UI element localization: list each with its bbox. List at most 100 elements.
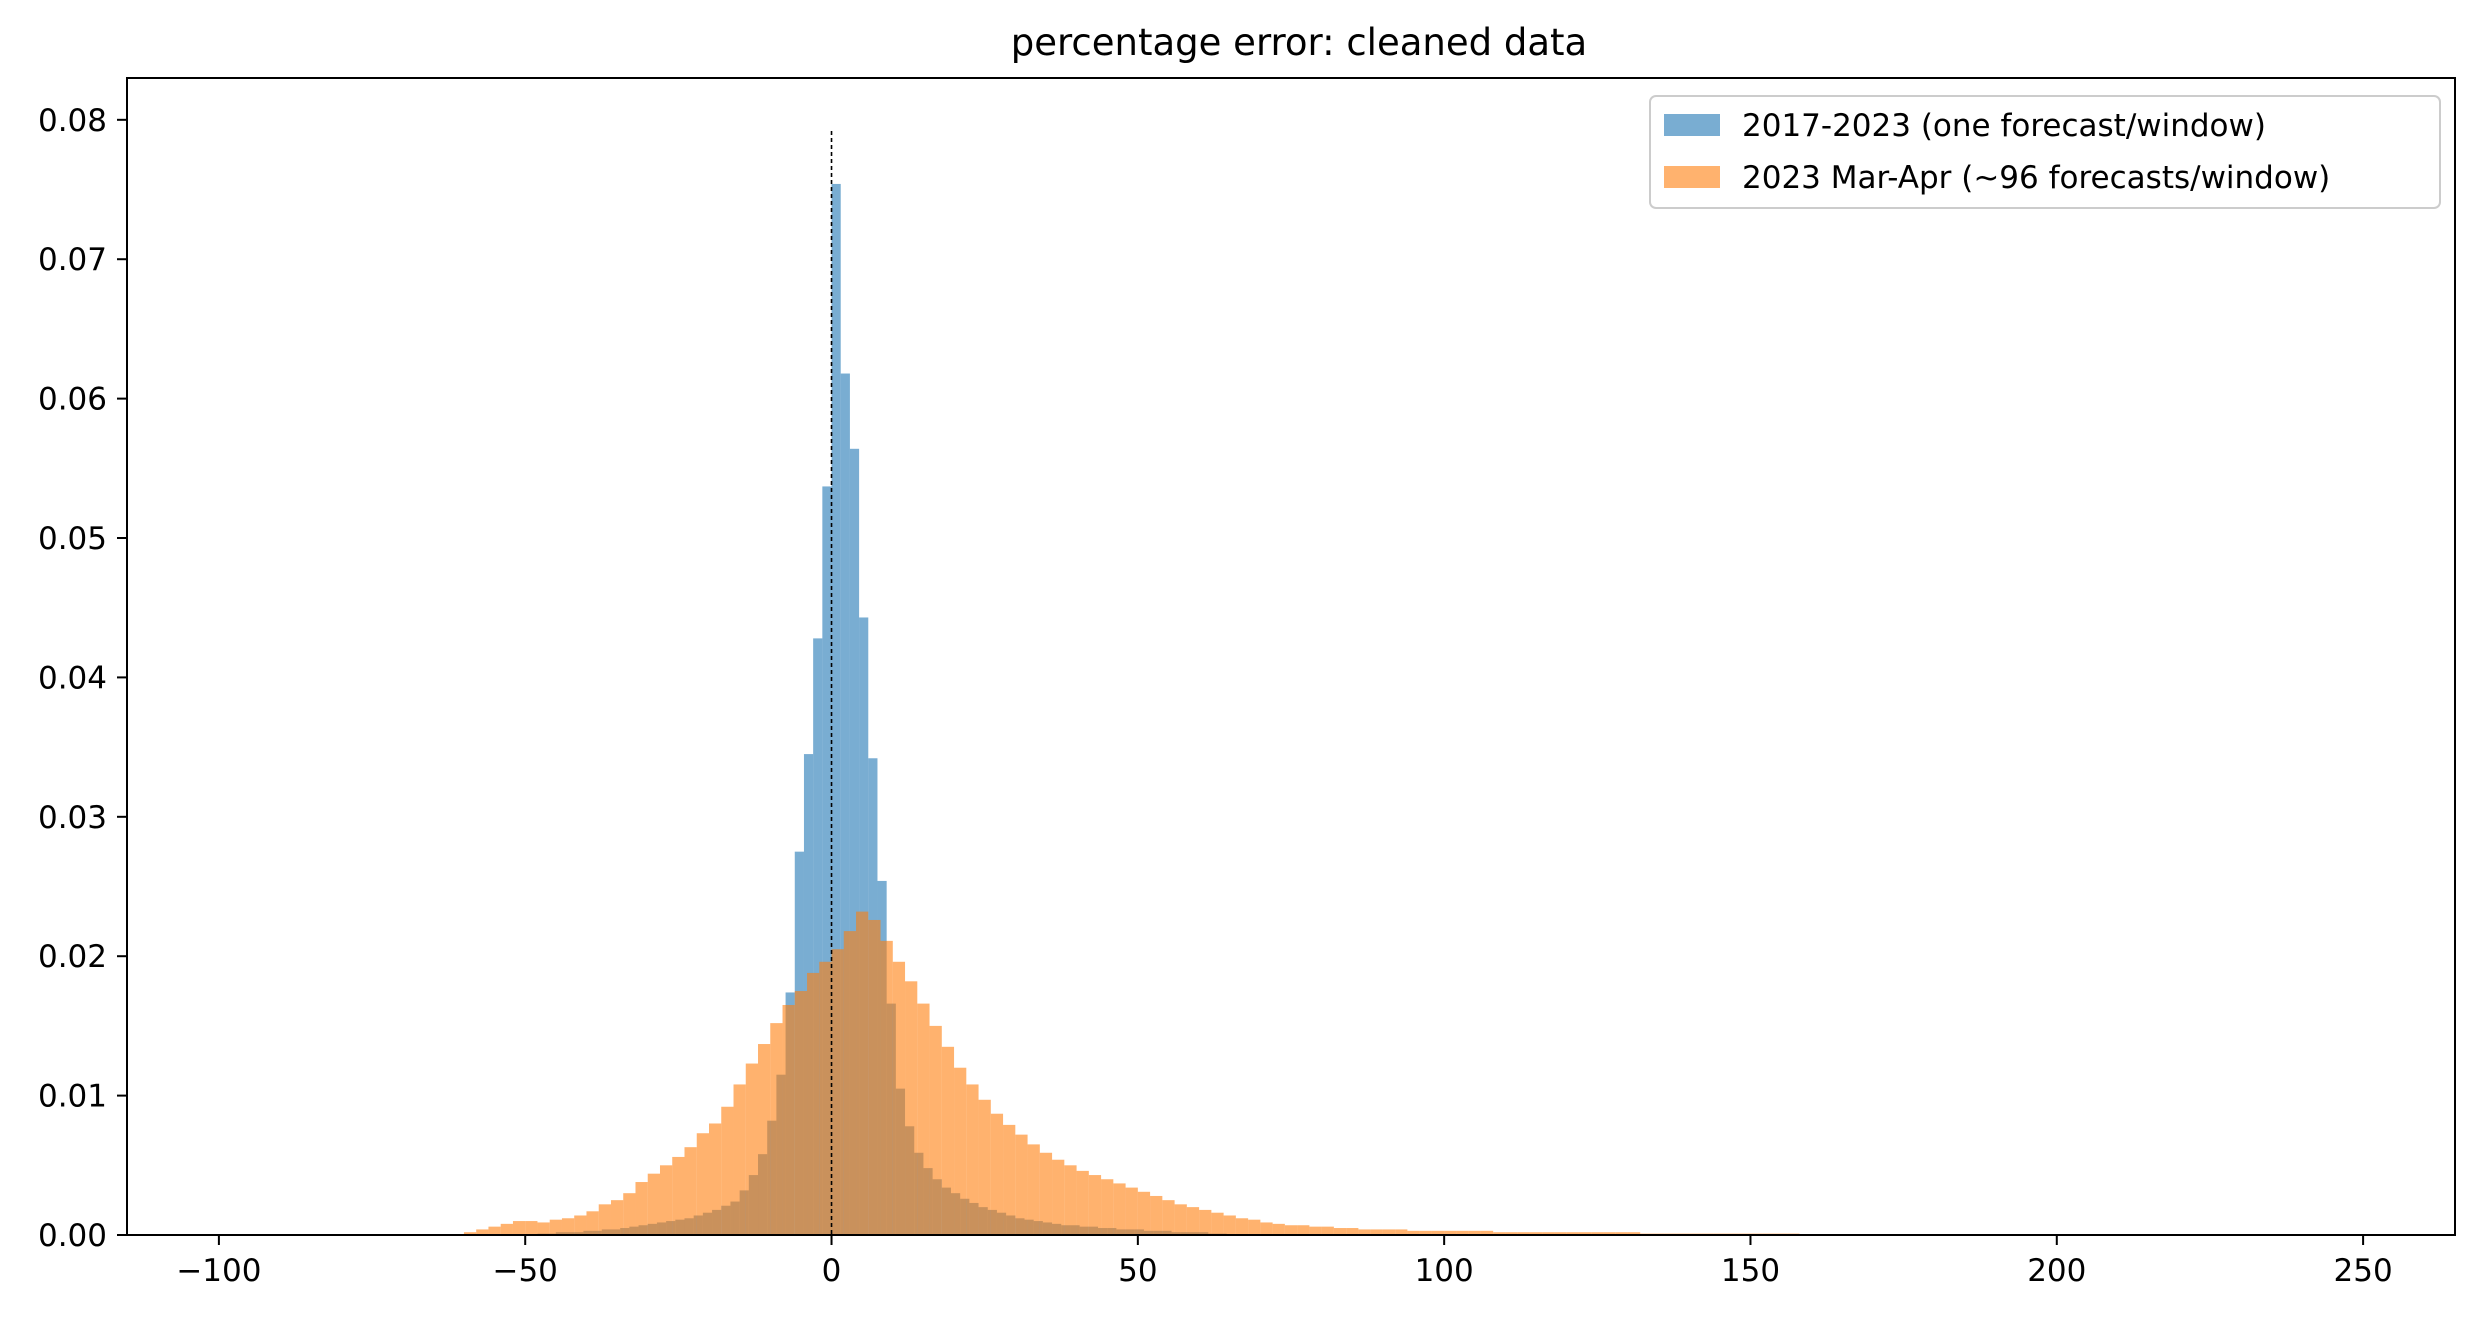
histogram-bar bbox=[880, 940, 893, 1235]
y-tick-label: 0.02 bbox=[38, 939, 107, 975]
histogram-bar bbox=[586, 1211, 599, 1235]
histogram-bar bbox=[819, 961, 832, 1235]
histogram-bar bbox=[1199, 1209, 1212, 1235]
histogram-bar bbox=[635, 1182, 648, 1235]
histogram-bar bbox=[822, 486, 832, 1235]
chart-title: percentage error: cleaned data bbox=[1011, 21, 1587, 64]
histogram-bar bbox=[1370, 1229, 1383, 1235]
bars-layer bbox=[463, 183, 1800, 1236]
histogram-bar bbox=[525, 1221, 538, 1235]
x-tick-label: 200 bbox=[2027, 1253, 2086, 1289]
histogram-bar bbox=[1321, 1226, 1334, 1235]
histogram-bar bbox=[1382, 1229, 1396, 1235]
x-tick-label: 0 bbox=[822, 1253, 842, 1289]
histogram-bar bbox=[905, 981, 918, 1235]
legend-swatch bbox=[1664, 166, 1720, 188]
histogram-bar bbox=[1407, 1230, 1420, 1235]
histogram-bar bbox=[1554, 1232, 1567, 1235]
histogram-bar bbox=[1248, 1219, 1261, 1235]
histogram-bar bbox=[794, 991, 808, 1235]
histogram-bar bbox=[1493, 1232, 1506, 1235]
histogram-bar bbox=[1003, 1124, 1016, 1235]
histogram-bar bbox=[512, 1221, 526, 1235]
histogram-bar bbox=[745, 1063, 759, 1235]
histogram-bar bbox=[1358, 1229, 1371, 1235]
histogram-bar bbox=[610, 1200, 624, 1235]
histogram-bar bbox=[990, 1113, 1004, 1235]
histogram-bar bbox=[476, 1229, 489, 1235]
histogram-bar bbox=[623, 1193, 636, 1235]
histogram-bar bbox=[463, 1232, 477, 1235]
legend-label: 2017-2023 (one forecast/window) bbox=[1742, 108, 2266, 144]
histogram-bar bbox=[1162, 1200, 1175, 1235]
histogram-bar bbox=[1431, 1230, 1445, 1235]
histogram-bar bbox=[1027, 1144, 1040, 1235]
histogram-bar bbox=[1517, 1232, 1530, 1235]
y-tick-label: 0.08 bbox=[38, 103, 107, 139]
series-2-bars bbox=[463, 911, 1800, 1235]
histogram-bar bbox=[831, 183, 841, 1236]
plot-frame bbox=[126, 77, 2456, 1236]
histogram-bar bbox=[1284, 1225, 1298, 1235]
histogram-bar bbox=[684, 1147, 697, 1235]
y-axis-ticks: 0.00 0.01 0.02 0.03 0.04 0.05 0.06 0.07 0.08 bbox=[38, 103, 127, 1254]
legend-swatch bbox=[1664, 114, 1720, 136]
x-tick-label: −100 bbox=[176, 1253, 261, 1289]
histogram-bar bbox=[561, 1218, 575, 1235]
histogram-bar bbox=[1603, 1232, 1616, 1235]
histogram-bar bbox=[1101, 1179, 1114, 1235]
histogram-bar bbox=[672, 1156, 685, 1235]
histogram-bar bbox=[537, 1222, 550, 1235]
histogram-bar bbox=[856, 911, 869, 1235]
x-axis-ticks: −100 −50 0 50 100 150 200 250 bbox=[176, 1235, 2393, 1289]
histogram-bar bbox=[807, 972, 820, 1235]
x-tick-label: −50 bbox=[492, 1253, 557, 1289]
histogram-bar bbox=[1627, 1232, 1641, 1235]
histogram-bar bbox=[1456, 1230, 1469, 1235]
histogram-bar bbox=[549, 1219, 562, 1235]
histogram-bar bbox=[1309, 1226, 1322, 1235]
histogram-bar bbox=[782, 1004, 795, 1235]
histogram-bar bbox=[966, 1084, 979, 1235]
histogram-bar bbox=[831, 949, 844, 1235]
histogram-bar bbox=[770, 1023, 783, 1235]
histogram-bar bbox=[843, 931, 857, 1235]
histogram-bar bbox=[849, 448, 860, 1235]
histogram-bar bbox=[1174, 1204, 1187, 1235]
histogram-bar bbox=[1039, 1152, 1053, 1235]
histogram-bar bbox=[659, 1165, 673, 1235]
histogram-bar bbox=[647, 1173, 660, 1235]
histogram-bar bbox=[1088, 1175, 1102, 1235]
x-tick-label: 100 bbox=[1415, 1253, 1474, 1289]
legend-box bbox=[1649, 95, 2441, 209]
histogram-bar bbox=[954, 1067, 967, 1235]
y-tick-label: 0.06 bbox=[38, 382, 107, 418]
histogram-bar bbox=[1052, 1159, 1065, 1235]
histogram-bar bbox=[1480, 1230, 1494, 1235]
histogram-bar bbox=[1297, 1225, 1310, 1235]
histogram-bar bbox=[1137, 1191, 1151, 1235]
y-tick-label: 0.03 bbox=[38, 800, 107, 836]
histogram-bar bbox=[1578, 1232, 1592, 1235]
histogram-bar bbox=[1223, 1215, 1236, 1235]
y-tick-label: 0.04 bbox=[38, 660, 107, 696]
histogram-bar bbox=[941, 1046, 955, 1235]
histogram-bar bbox=[1125, 1187, 1138, 1235]
histogram-bar bbox=[1591, 1232, 1604, 1235]
histogram-bar bbox=[1395, 1229, 1408, 1235]
histogram-bar bbox=[892, 961, 906, 1235]
legend: 2017-2023 (one forecast/window) 2023 Mar-… bbox=[1649, 95, 2441, 209]
histogram-bar bbox=[1150, 1195, 1163, 1235]
y-tick-label: 0.05 bbox=[38, 521, 107, 557]
x-tick-label: 150 bbox=[1721, 1253, 1780, 1289]
histogram-bar bbox=[929, 1025, 942, 1235]
histogram-bar bbox=[758, 1044, 771, 1235]
y-tick-label: 0.07 bbox=[38, 242, 107, 278]
histogram-bar bbox=[1566, 1232, 1579, 1235]
histogram-bar bbox=[1346, 1228, 1359, 1235]
axes-layer bbox=[126, 77, 2456, 1236]
histogram-bar bbox=[1542, 1232, 1555, 1235]
histogram-bar bbox=[1333, 1228, 1347, 1235]
